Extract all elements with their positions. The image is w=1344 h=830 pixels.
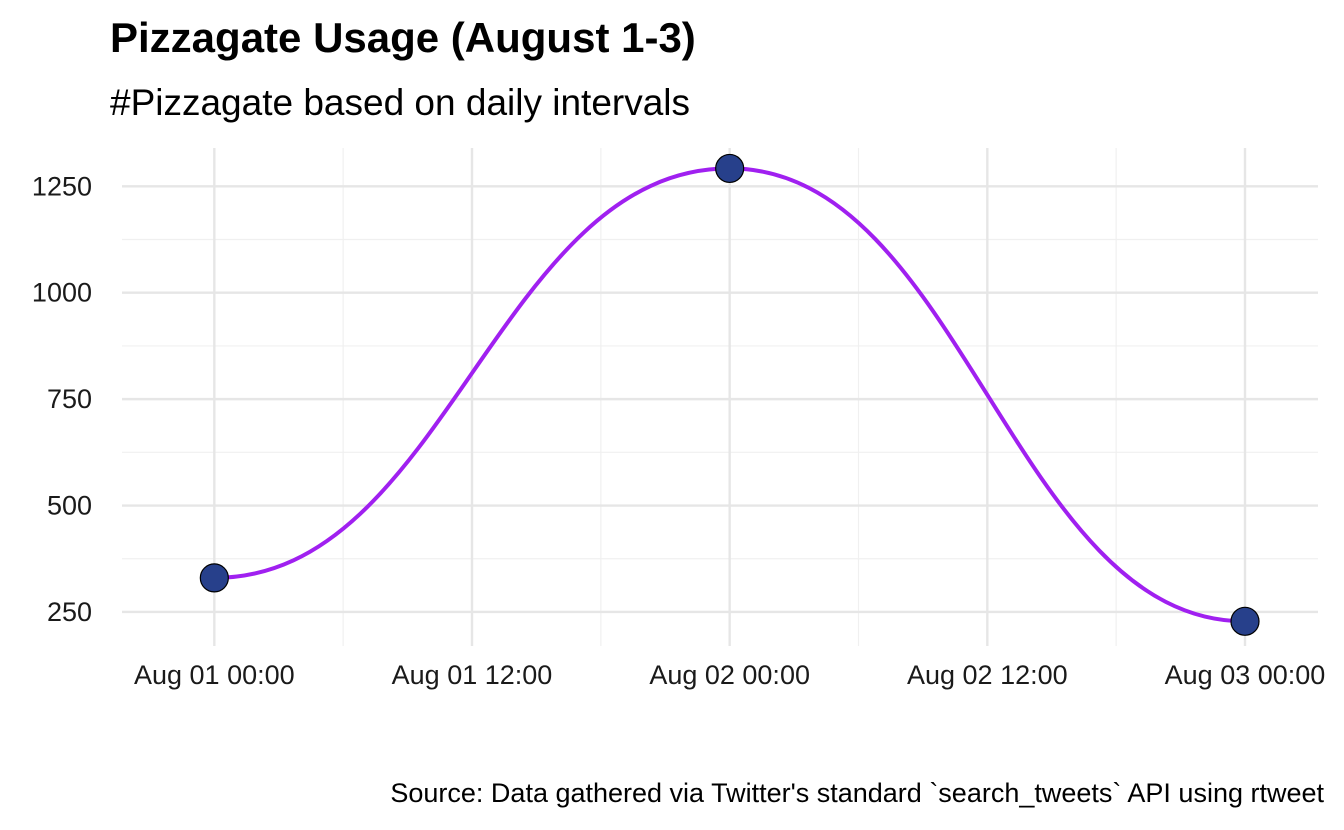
y-tick-label: 500 <box>47 491 92 521</box>
data-point <box>199 563 229 593</box>
x-tick-label: Aug 01 00:00 <box>134 660 295 690</box>
x-axis-tick-labels: Aug 01 00:00 Aug 01 12:00 Aug 02 00:00 Aug … <box>134 660 1325 690</box>
y-tick-label: 1250 <box>32 171 92 201</box>
x-tick-label: Aug 03 00:00 <box>1165 660 1326 690</box>
major-gridlines <box>122 148 1318 646</box>
x-tick-label: Aug 02 00:00 <box>649 660 810 690</box>
y-tick-label: 750 <box>47 384 92 414</box>
chart-subtitle: #Pizzagate based on daily intervals <box>110 82 691 123</box>
y-tick-label: 250 <box>47 597 92 627</box>
x-tick-label: Aug 02 12:00 <box>907 660 1068 690</box>
series-group <box>199 153 1260 636</box>
data-point <box>1230 606 1260 636</box>
chart-caption: Source: Data gathered via Twitter's stan… <box>390 778 1324 808</box>
y-tick-label: 1000 <box>32 278 92 308</box>
minor-gridlines <box>122 148 1318 646</box>
x-tick-label: Aug 01 12:00 <box>392 660 553 690</box>
chart-title: Pizzagate Usage (August 1-3) <box>110 14 696 61</box>
y-axis-tick-labels: 250 500 750 1000 1250 <box>32 171 92 627</box>
data-point <box>715 153 745 184</box>
